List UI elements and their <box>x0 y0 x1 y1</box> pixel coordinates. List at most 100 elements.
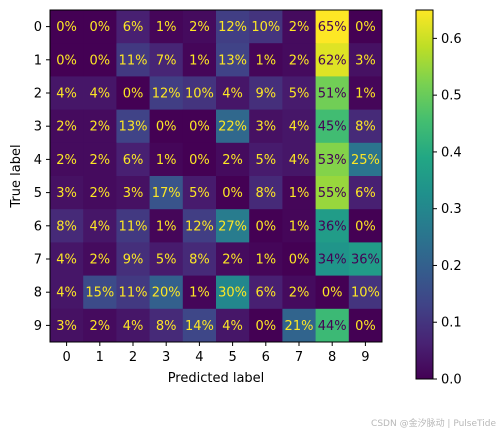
heatmap-cell <box>348 10 383 44</box>
heatmap-cell <box>315 76 350 111</box>
heatmap-cell <box>182 176 217 210</box>
cell-value-label: 2% <box>89 120 110 135</box>
heatmap-cell <box>116 275 151 310</box>
cell-value-label: 11% <box>119 53 148 68</box>
heatmap-cell <box>216 10 250 44</box>
heatmap-cell <box>249 176 283 210</box>
colorbar-tick-label: 0.6 <box>441 32 462 47</box>
heatmap-cell <box>116 142 151 177</box>
cell-value-label: 2% <box>89 186 110 201</box>
cell-value-label: 36% <box>318 219 347 234</box>
heatmap-cell <box>50 176 84 210</box>
heatmap-cell <box>50 308 84 343</box>
x-tick-label: 2 <box>129 350 137 365</box>
colorbar-tick-label: 0.5 <box>441 89 462 104</box>
cell-value-label: 0% <box>189 153 210 168</box>
cell-value-label: 0% <box>89 20 110 35</box>
cell-value-label: 0% <box>56 20 77 35</box>
cell-value-label: 4% <box>222 87 243 102</box>
heatmap-cell <box>348 242 383 277</box>
cell-value-label: 0% <box>322 286 343 301</box>
heatmap-cell <box>83 209 117 243</box>
cell-value-label: 8% <box>156 319 177 334</box>
colorbar-ticks: 0.0 0.1 0.2 0.3 0.4 0.5 0.6 <box>433 32 462 388</box>
heatmap-cell <box>216 308 250 343</box>
colorbar <box>415 9 434 380</box>
heatmap-cell <box>249 43 283 77</box>
heatmap-cell <box>83 76 117 111</box>
cell-value-label: 0% <box>355 219 376 234</box>
heatmap-cell <box>249 142 283 177</box>
cell-value-label: 13% <box>218 53 247 68</box>
cell-value-label: 11% <box>119 219 148 234</box>
heatmap-cell <box>83 242 117 277</box>
cell-value-label: 1% <box>289 219 310 234</box>
heatmap-cell <box>216 176 250 210</box>
cell-value-label: 4% <box>56 253 77 268</box>
cell-value-label: 2% <box>289 20 310 35</box>
heatmap-cell <box>116 242 151 277</box>
cell-value-label: 8% <box>355 120 376 135</box>
heatmap-cell <box>282 43 317 77</box>
heatmap-cell <box>83 43 117 77</box>
heatmap-cell <box>83 109 117 144</box>
heatmap-cell <box>83 10 117 44</box>
cell-value-label: 11% <box>119 286 148 301</box>
heatmap-cell <box>282 109 317 144</box>
heatmap-cell <box>149 109 184 144</box>
heatmap-cell <box>182 10 217 44</box>
cell-value-label: 55% <box>318 186 347 201</box>
cell-value-label: 2% <box>289 53 310 68</box>
cell-value-label: 4% <box>89 87 110 102</box>
cell-value-label: 2% <box>289 286 310 301</box>
cell-value-label: 8% <box>189 253 210 268</box>
cell-value-label: 1% <box>255 253 276 268</box>
cell-value-label: 0% <box>289 253 310 268</box>
cell-value-label: 6% <box>123 153 144 168</box>
colorbar-tick-label: 0.2 <box>441 259 462 274</box>
heatmap-cell <box>50 109 84 144</box>
cell-value-label: 2% <box>189 20 210 35</box>
cell-value-label: 0% <box>156 120 177 135</box>
cell-value-label: 5% <box>255 153 276 168</box>
heatmap-cell <box>348 308 383 343</box>
heatmap-cell <box>216 109 250 144</box>
heatmap-cell <box>83 176 117 210</box>
cell-value-label: 27% <box>218 219 247 234</box>
cell-value-label: 1% <box>156 153 177 168</box>
heatmap-cell <box>315 142 350 177</box>
heatmap-cell <box>116 308 151 343</box>
heatmap-cell <box>50 10 84 44</box>
cell-value-label: 30% <box>218 286 247 301</box>
cell-value-label: 0% <box>56 53 77 68</box>
heatmap-cell <box>50 76 84 111</box>
cell-value-label: 1% <box>189 53 210 68</box>
colorbar-tick-label: 0.0 <box>441 373 462 388</box>
x-tick-label: 4 <box>195 350 203 365</box>
cell-value-label: 2% <box>56 120 77 135</box>
heatmap-cell <box>216 242 250 277</box>
heatmap-cell <box>149 242 184 277</box>
cell-value-label: 8% <box>56 219 77 234</box>
cell-value-label: 1% <box>355 87 376 102</box>
heatmap-cell <box>315 242 350 277</box>
cell-value-label: 34% <box>318 253 347 268</box>
cell-value-label: 8% <box>255 186 276 201</box>
x-tick-label: 1 <box>96 350 104 365</box>
heatmap-cell <box>50 275 84 310</box>
heatmap-cell <box>182 209 217 243</box>
heatmap-cell <box>348 109 383 144</box>
cell-value-label: 6% <box>255 286 276 301</box>
x-tick-label: 9 <box>361 350 369 365</box>
cell-value-label: 65% <box>318 20 347 35</box>
heatmap-cell <box>315 308 350 343</box>
heatmap-cell <box>50 43 84 77</box>
heatmap-cell <box>149 142 184 177</box>
cell-value-label: 4% <box>56 87 77 102</box>
heatmap-cell <box>182 142 217 177</box>
heatmap-cell <box>50 142 84 177</box>
heatmap-cell <box>182 275 217 310</box>
cell-value-label: 10% <box>185 87 214 102</box>
cell-value-label: 1% <box>189 286 210 301</box>
